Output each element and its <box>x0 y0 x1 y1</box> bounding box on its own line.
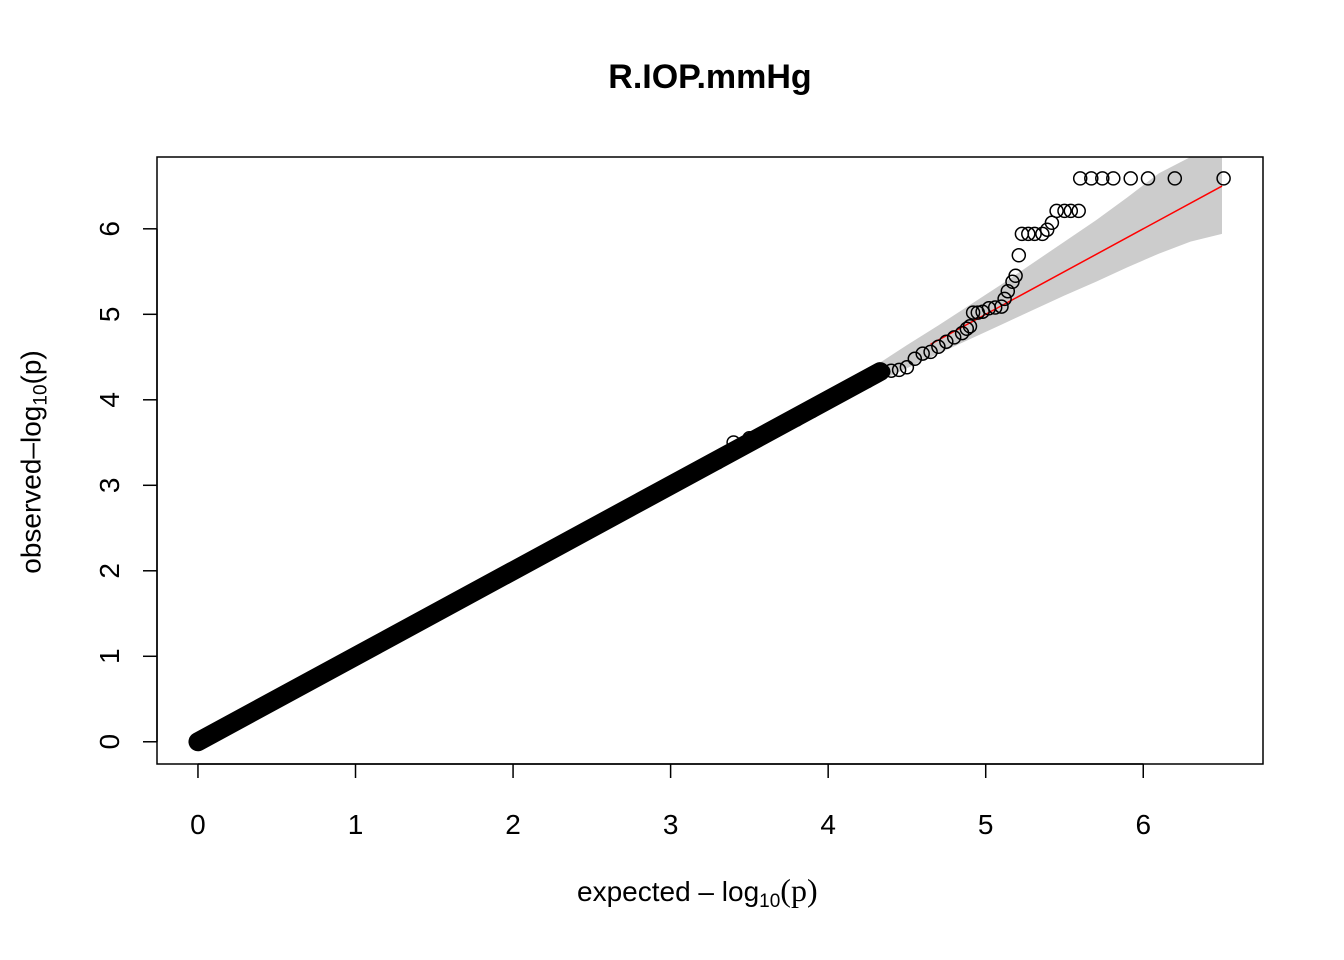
y-axis-label-base: 10 <box>30 384 52 406</box>
data-point <box>1216 171 1231 186</box>
data-point <box>997 291 1012 307</box>
data-point <box>1106 171 1121 186</box>
x-axis-label: expected – log10(p) <box>577 872 818 913</box>
y-tick-label: 3 <box>94 478 125 494</box>
y-axis-label-minus: – <box>15 442 47 459</box>
data-point <box>1123 171 1138 186</box>
dense-point-band <box>188 362 890 752</box>
x-tick-label: 3 <box>663 809 679 840</box>
data-point <box>852 375 867 390</box>
data-point <box>868 366 883 382</box>
data-point <box>883 363 899 378</box>
x-tick-label: 5 <box>978 809 994 840</box>
data-point <box>1140 171 1156 186</box>
data-point <box>1021 226 1036 242</box>
data-point <box>907 351 923 367</box>
x-tick-label: 2 <box>505 809 521 840</box>
data-point <box>876 364 891 379</box>
data-point <box>1027 226 1042 242</box>
data-point <box>915 346 930 361</box>
data-point <box>946 330 962 345</box>
data-point <box>931 339 946 355</box>
data-point <box>1011 248 1027 263</box>
x-tick-label: 6 <box>1135 809 1151 840</box>
y-axis-label-log: log <box>15 405 47 443</box>
data-point <box>773 418 789 433</box>
y-tick-label: 4 <box>94 392 125 408</box>
data-point <box>987 300 1003 315</box>
data-point <box>923 344 938 360</box>
data-point <box>1084 171 1099 186</box>
x-axis-label-paren: (p) <box>780 872 818 908</box>
data-point <box>1072 171 1088 186</box>
data-point <box>1049 203 1064 219</box>
y-tick-label: 1 <box>94 648 125 664</box>
data-point <box>789 412 804 427</box>
data-point <box>891 362 907 378</box>
data-point <box>1000 283 1016 299</box>
x-axis-label-log: log <box>721 876 760 907</box>
data-point <box>965 305 981 320</box>
data-point <box>1035 226 1050 242</box>
y-axis-label: observed–log10(p) <box>16 350 53 574</box>
data-point <box>805 403 820 419</box>
data-point <box>742 431 757 446</box>
data-point <box>710 454 726 470</box>
x-axis-label-base: 10 <box>759 891 781 912</box>
data-point <box>757 425 773 440</box>
data-point <box>1008 268 1023 284</box>
data-point <box>959 321 975 337</box>
y-tick-label: 5 <box>94 307 125 323</box>
data-point <box>1071 203 1086 219</box>
data-point <box>1063 203 1079 219</box>
data-point <box>899 360 915 375</box>
data-point <box>1095 171 1110 186</box>
y-axis: 0 1 2 3 4 5 6 <box>94 221 158 750</box>
y-axis-label-prefix: observed <box>15 458 47 574</box>
y-tick-label: 0 <box>94 734 125 750</box>
dense-point-run <box>188 362 890 752</box>
x-axis: 0 1 2 3 4 5 6 <box>190 763 1151 840</box>
data-point <box>994 299 1009 314</box>
data-point <box>726 435 741 450</box>
x-tick-label: 1 <box>348 809 364 840</box>
x-tick-label: 0 <box>190 809 206 840</box>
x-axis-label-minus: – <box>698 876 714 907</box>
data-point <box>820 392 836 408</box>
x-axis-label-prefix: expected <box>577 876 691 907</box>
data-point <box>962 319 978 334</box>
chart-title: R.IOP.mmHg <box>608 58 812 96</box>
data-point <box>1167 171 1183 186</box>
y-tick-label: 2 <box>94 563 125 579</box>
data-points <box>710 171 1231 470</box>
x-tick-label: 4 <box>820 809 836 840</box>
data-point <box>939 334 954 349</box>
data-point <box>836 382 852 397</box>
y-axis-label-paren: (p) <box>15 350 47 385</box>
y-tick-label: 6 <box>94 221 125 237</box>
data-point <box>1057 203 1072 219</box>
